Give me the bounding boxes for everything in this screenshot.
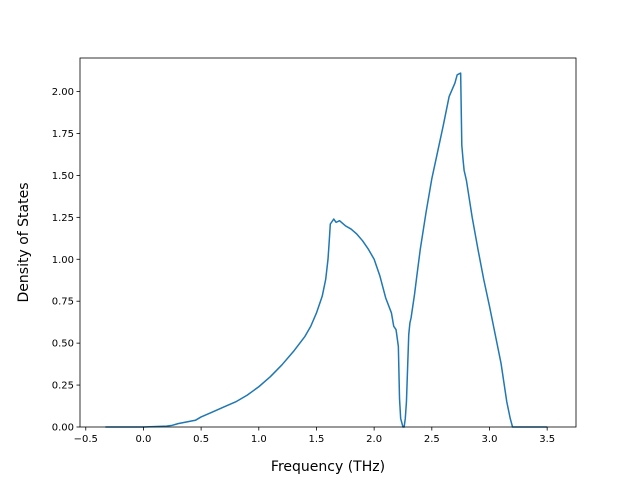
x-tick-label: 3.5 <box>539 434 555 445</box>
y-axis-label: Density of States <box>16 183 32 303</box>
y-axis-ticks: 0.00 0.25 0.50 0.75 1.00 1.25 1.50 1.75 2.00 <box>52 87 80 434</box>
y-tick-label: 2.00 <box>52 87 74 98</box>
y-tick-label: 0.00 <box>52 423 74 434</box>
y-tick-label: 1.25 <box>52 213 74 224</box>
x-tick-label: −0.5 <box>74 434 98 445</box>
y-tick-label: 0.25 <box>52 381 74 392</box>
x-tick-label: 2.5 <box>424 434 440 445</box>
x-tick-label: 0.0 <box>135 434 151 445</box>
x-tick-label: 3.0 <box>482 434 498 445</box>
x-axis-label: Frequency (THz) <box>271 459 385 475</box>
x-tick-label: 1.0 <box>251 434 267 445</box>
x-tick-label: 2.0 <box>366 434 382 445</box>
plot-area <box>105 72 548 428</box>
y-tick-label: 1.75 <box>52 129 74 140</box>
axes-frame <box>79 57 577 428</box>
x-tick-label: 0.5 <box>193 434 209 445</box>
x-tick-label: 1.5 <box>309 434 325 445</box>
y-tick-label: 1.50 <box>52 171 74 182</box>
y-tick-label: 0.75 <box>52 297 74 308</box>
y-tick-label: 0.50 <box>52 339 74 350</box>
series-line-0 <box>105 72 548 428</box>
y-tick-label: 1.00 <box>52 255 74 266</box>
x-axis-ticks: −0.5 0.0 0.5 1.0 1.5 2.0 2.5 3.0 3.5 <box>74 427 555 445</box>
